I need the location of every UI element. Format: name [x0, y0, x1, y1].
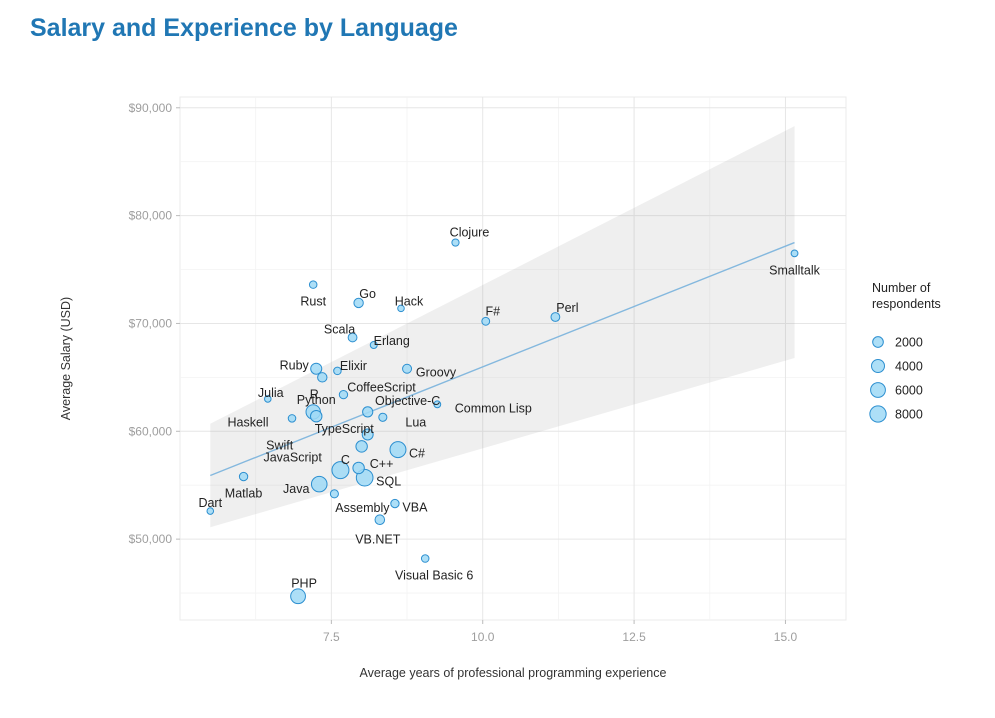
- data-point-erlang: [369, 341, 378, 350]
- data-point-typescript: [310, 409, 323, 423]
- point-label-assembly: Assembly: [335, 501, 390, 515]
- point-label-c-: C#: [409, 447, 425, 461]
- point-label-objective-c: Objective-C: [375, 394, 440, 408]
- plot-panel: [179, 96, 847, 621]
- x-tick-label: 15.0: [774, 630, 798, 644]
- data-point-c-: [389, 441, 407, 459]
- data-point-smalltalk: [790, 249, 799, 258]
- legend-label-8000: 8000: [895, 408, 923, 422]
- data-point-ruby: [310, 362, 323, 375]
- data-point-r: [317, 372, 328, 383]
- data-point-julia: [264, 395, 272, 403]
- point-label-groovy: Groovy: [416, 366, 457, 380]
- x-tick-label: 10.0: [471, 630, 495, 644]
- data-point-vba: [390, 498, 400, 509]
- data-point-hack: [397, 304, 405, 313]
- x-tick-label: 7.5: [323, 630, 340, 644]
- data-point-c-: [352, 461, 365, 475]
- data-point-perl: [550, 312, 561, 322]
- data-point-lua: [378, 412, 388, 422]
- data-point-vb-net: [374, 514, 386, 525]
- point-label-vb-net: VB.NET: [355, 533, 401, 547]
- point-label-common-lisp: Common Lisp: [455, 401, 532, 415]
- point-label-elixir: Elixir: [340, 359, 367, 373]
- data-point-haskell: [287, 414, 297, 423]
- data-point-c: [331, 461, 350, 480]
- data-point-visual-basic-6: [420, 554, 430, 563]
- data-point-php: [290, 588, 306, 605]
- legend: Number of respondents 2000 4000 6000 8000: [869, 281, 941, 423]
- point-label-c: C: [341, 453, 350, 467]
- y-tick-label: $50,000: [129, 532, 173, 546]
- data-point-matlab: [238, 471, 249, 482]
- data-point-dart: [206, 507, 215, 515]
- point-label-julia: Julia: [258, 386, 284, 400]
- data-point-java: [310, 475, 328, 493]
- legend-key-6000: [870, 382, 886, 398]
- data-point-go: [353, 297, 364, 309]
- point-label-scala: Scala: [324, 322, 355, 336]
- legend-key-8000: [869, 405, 887, 423]
- point-label-f-: F#: [485, 304, 500, 318]
- point-labels: Clojure Smalltalk Rust Go Hack F# Perl Scala Erl…: [198, 226, 820, 591]
- data-point-swift: [361, 428, 374, 441]
- point-label-visual-basic-6: Visual Basic 6: [395, 569, 473, 583]
- data-points: [206, 238, 799, 605]
- y-tick-label: $60,000: [129, 424, 173, 438]
- data-point-objective-c: [362, 406, 374, 418]
- legend-label-6000: 6000: [895, 384, 923, 398]
- y-tick-label: $70,000: [129, 316, 173, 330]
- data-point-assembly: [329, 489, 339, 499]
- data-point-f-: [481, 316, 491, 326]
- point-label-java: Java: [283, 482, 309, 496]
- data-point-elixir: [333, 366, 342, 376]
- data-point-javascript: [355, 440, 368, 453]
- x-tick-label: 12.5: [622, 630, 646, 644]
- trend-line: [210, 241, 795, 477]
- data-point-rust: [308, 280, 318, 289]
- data-point-common-lisp: [433, 400, 442, 409]
- confidence-band: [210, 126, 795, 528]
- point-label-php: PHP: [291, 576, 317, 590]
- y-axis-title: Average Salary (USD): [59, 297, 73, 420]
- point-label-dart: Dart: [198, 496, 222, 510]
- point-label-python: Python: [297, 393, 336, 407]
- point-label-haskell: Haskell: [228, 415, 269, 429]
- point-label-go: Go: [359, 287, 376, 301]
- x-axis-title: Average years of professional programmin…: [360, 666, 667, 680]
- point-label-lua: Lua: [405, 415, 426, 429]
- point-label-c-: C++: [370, 457, 394, 471]
- point-label-coffeescript: CoffeeScript: [347, 381, 416, 395]
- legend-label-2000: 2000: [895, 336, 923, 350]
- point-label-typescript: TypeScript: [315, 422, 375, 436]
- confidence-band-area: [210, 126, 795, 528]
- point-label-erlang: Erlang: [374, 334, 410, 348]
- point-label-javascript: JavaScript: [263, 450, 322, 464]
- data-point-scala: [347, 332, 358, 343]
- point-label-sql: SQL: [376, 475, 401, 489]
- point-label-smalltalk: Smalltalk: [769, 263, 820, 277]
- legend-key-2000: [872, 336, 884, 348]
- point-label-swift: Swift: [266, 439, 294, 453]
- plot-panel-background: [179, 96, 847, 621]
- axes: 7.5 10.0 12.5 15.0 $50,000 $60,000 $70,000 $80,…: [59, 101, 797, 680]
- point-label-rust: Rust: [300, 295, 326, 309]
- chart-title: Salary and Experience by Language: [30, 14, 458, 42]
- data-point-clojure: [451, 238, 460, 247]
- point-label-r: R: [310, 387, 319, 401]
- y-tick-label: $90,000: [129, 101, 173, 115]
- point-label-ruby: Ruby: [280, 359, 310, 373]
- y-tick-label: $80,000: [129, 209, 173, 223]
- point-label-hack: Hack: [395, 294, 424, 308]
- legend-label-4000: 4000: [895, 360, 923, 374]
- legend-title: Number of respondents: [872, 281, 941, 311]
- point-label-matlab: Matlab: [225, 487, 263, 501]
- point-label-perl: Perl: [556, 301, 578, 315]
- point-label-vba: VBA: [402, 501, 428, 515]
- data-point-groovy: [402, 363, 413, 374]
- legend-key-4000: [871, 359, 885, 373]
- data-point-coffeescript: [338, 389, 349, 400]
- point-label-clojure: Clojure: [450, 226, 490, 240]
